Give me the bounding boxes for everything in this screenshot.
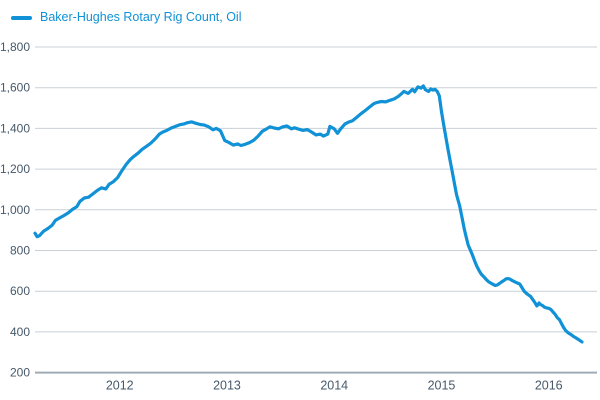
y-tick-label: 600 (10, 284, 30, 298)
y-tick-label: 1,200 (0, 162, 30, 176)
y-tick-label: 1,400 (0, 121, 30, 135)
y-tick-label: 1,600 (0, 81, 30, 95)
legend-line-swatch (11, 15, 32, 20)
x-tick-label: 2014 (320, 379, 348, 393)
x-tick-label: 2016 (535, 379, 563, 393)
y-tick-label: 200 (10, 366, 30, 380)
series-line (33, 84, 584, 344)
x-tick-label: 2013 (213, 379, 241, 393)
legend: Baker-Hughes Rotary Rig Count, Oil (11, 10, 241, 25)
x-tick-label: 2012 (106, 379, 134, 393)
legend-label: Baker-Hughes Rotary Rig Count, Oil (40, 10, 242, 24)
y-tick-label: 1,800 (0, 40, 30, 54)
y-tick-label: 400 (10, 325, 30, 339)
y-tick-label: 1,000 (0, 203, 30, 217)
x-tick-label: 2015 (428, 379, 456, 393)
y-tick-label: 800 (10, 244, 30, 258)
